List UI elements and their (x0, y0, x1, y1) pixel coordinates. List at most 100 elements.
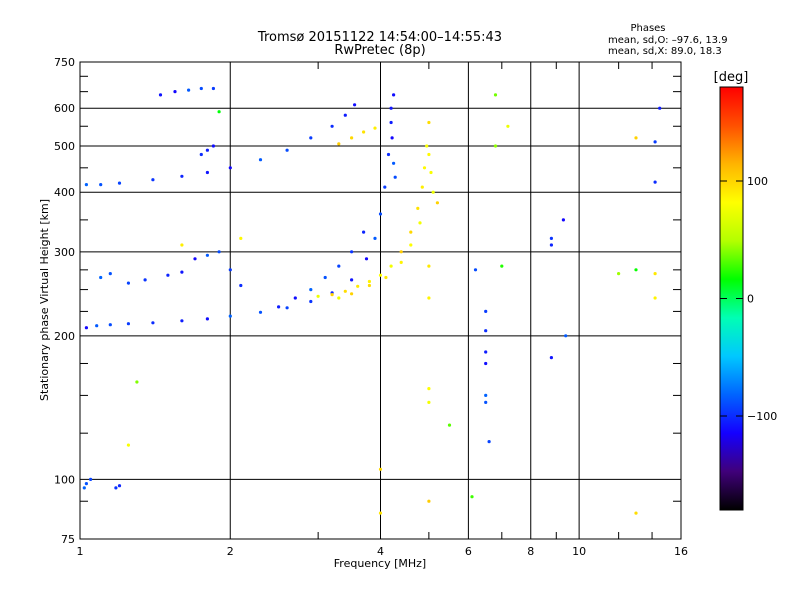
x-tick-label: 1 (77, 545, 84, 558)
data-point (384, 275, 388, 280)
data-point (427, 264, 431, 268)
y-tick-label: 200 (54, 330, 75, 343)
data-point (420, 185, 424, 189)
data-point (658, 106, 662, 110)
data-point (277, 305, 281, 309)
data-point (422, 166, 427, 170)
data-point (293, 296, 297, 300)
data-point (126, 322, 130, 326)
data-point (158, 93, 163, 97)
data-point (180, 243, 184, 247)
data-point (95, 324, 99, 328)
data-point (362, 230, 366, 234)
y-axis-label: Stationary phase Virtual Height [km] (38, 199, 51, 401)
colorbar-tick-label: −100 (747, 410, 777, 423)
data-point (99, 183, 103, 187)
data-point (427, 120, 431, 125)
data-point (429, 170, 433, 175)
data-point (205, 148, 209, 152)
data-point (337, 296, 341, 300)
data-point (84, 183, 88, 187)
data-point (549, 356, 554, 360)
data-point (151, 321, 155, 325)
data-point (353, 103, 357, 107)
data-point (399, 260, 403, 264)
data-point (350, 136, 354, 140)
data-point (239, 283, 243, 288)
data-point (211, 86, 215, 91)
data-point (393, 175, 397, 179)
x-tick-label: 10 (572, 545, 586, 558)
data-point (493, 93, 498, 97)
data-point (392, 161, 396, 165)
data-point (435, 201, 439, 205)
data-point (126, 443, 130, 447)
data-point (114, 486, 118, 490)
x-tick-label: 6 (465, 545, 472, 558)
data-point (350, 250, 354, 254)
data-point (399, 250, 403, 254)
data-point (350, 278, 354, 282)
data-point (427, 499, 431, 503)
data-point (228, 268, 232, 272)
data-point (392, 93, 396, 97)
data-point (330, 124, 334, 128)
data-point (389, 120, 393, 125)
data-point (199, 152, 203, 157)
data-point (258, 310, 263, 314)
data-point (211, 144, 215, 148)
data-point (409, 243, 413, 247)
data-point (427, 387, 431, 391)
data-points (82, 86, 662, 515)
x-tick-label: 4 (377, 545, 384, 558)
data-point (362, 130, 366, 134)
data-point (634, 268, 638, 272)
y-tick-label: 100 (54, 473, 75, 486)
data-point (309, 288, 313, 292)
data-point (228, 314, 232, 318)
x-tick-label: 2 (227, 545, 234, 558)
data-point (316, 294, 320, 298)
data-point (337, 142, 341, 146)
data-point (653, 272, 657, 276)
data-point (549, 243, 554, 247)
data-point (389, 264, 393, 268)
x-tick-label: 8 (527, 545, 534, 558)
data-point (367, 279, 371, 284)
data-point (228, 166, 232, 170)
data-point (653, 180, 657, 184)
x-axis-label: Frequency [MHz] (334, 557, 426, 570)
data-point (427, 152, 431, 157)
y-tick-label: 400 (54, 186, 75, 199)
data-point (487, 440, 491, 444)
data-point (356, 284, 360, 288)
data-point (205, 317, 209, 321)
y-tick-label: 75 (61, 533, 75, 546)
data-point (427, 296, 431, 300)
data-point (484, 393, 488, 397)
data-point (309, 136, 313, 140)
data-point (506, 124, 510, 128)
data-point (484, 361, 488, 366)
data-point (180, 270, 184, 274)
data-point (217, 110, 221, 114)
data-point (389, 106, 393, 110)
axis-ticks: 1 2 4 6 8 10 16 75 100 200 300 400 500 600 750 (54, 56, 688, 558)
data-point (500, 264, 504, 268)
data-point (634, 511, 638, 515)
data-point (135, 380, 139, 384)
data-point (239, 236, 243, 240)
data-point (151, 178, 155, 182)
data-point (447, 423, 452, 427)
data-point (549, 236, 554, 240)
data-point (386, 152, 391, 157)
data-point (173, 90, 177, 94)
chart-title: Tromsø 20151122 14:54:00–14:55:43 (257, 30, 502, 45)
data-point (82, 486, 86, 490)
data-point (126, 281, 130, 285)
data-point (427, 400, 431, 404)
data-point (89, 477, 93, 481)
data-point (84, 326, 88, 330)
data-point (390, 136, 394, 140)
